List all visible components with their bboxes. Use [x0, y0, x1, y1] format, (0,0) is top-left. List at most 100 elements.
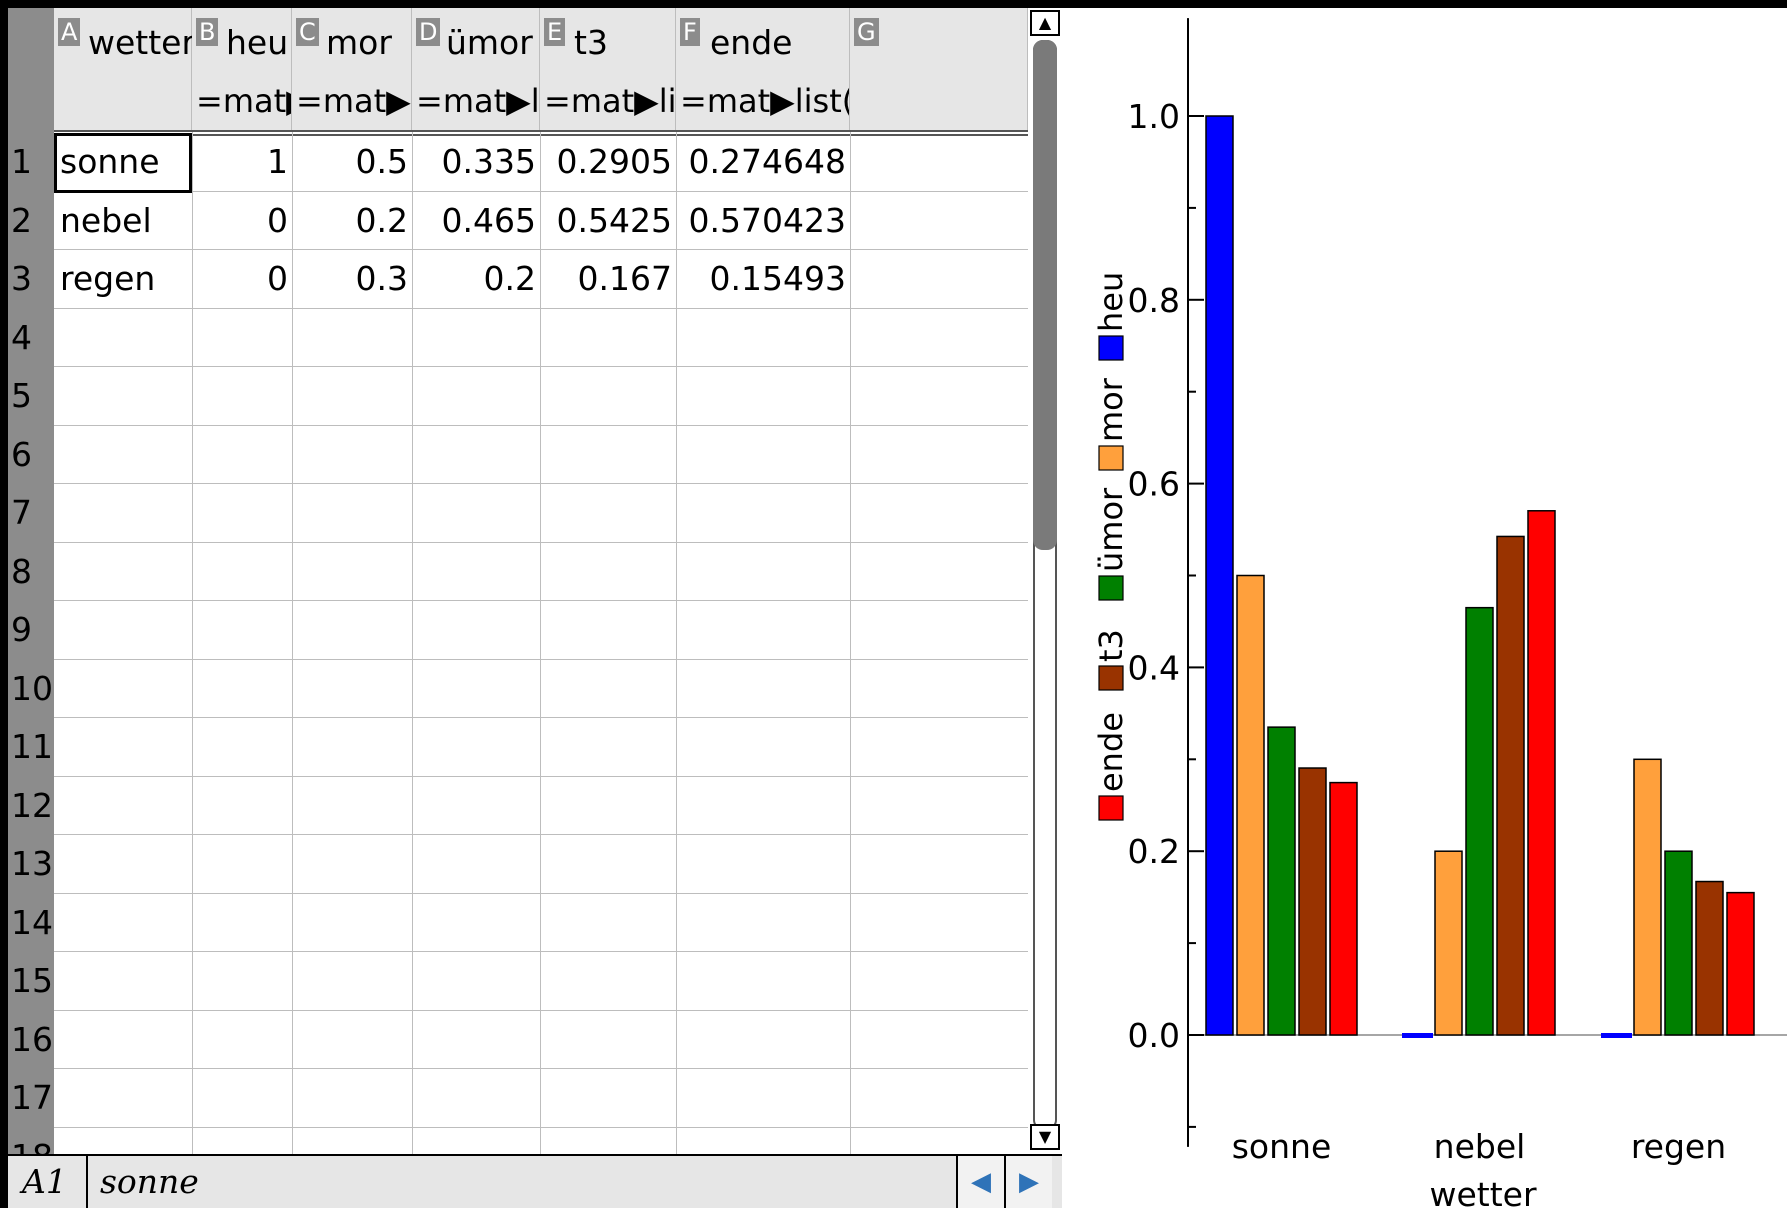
legend-swatch-mor	[1098, 445, 1124, 471]
vertical-scrollbar[interactable]: ▲ ▼	[1028, 8, 1062, 1154]
formula-cell-f[interactable]: =mat▶list(	[676, 70, 850, 132]
chart-pane: 0.0 0.2 0.4 0.6 0.8 1.0 sonne nebel regen wetter e…	[1062, 0, 1787, 1208]
row-number[interactable]: 6	[11, 434, 32, 474]
cell-c2[interactable]: 0.2	[355, 200, 408, 240]
formula-cell-b[interactable]: =mat▶	[192, 70, 292, 132]
row-number[interactable]: 18	[8, 1129, 54, 1155]
cell-c3[interactable]: 0.3	[355, 259, 408, 298]
cell-c1[interactable]: 0.5	[355, 142, 408, 181]
bar-mor-regen[interactable]	[1633, 758, 1662, 1036]
bar-ende-regen[interactable]	[1726, 891, 1755, 1036]
cell-d2[interactable]: 0.465	[441, 200, 536, 240]
formula-cell-g[interactable]	[850, 70, 1028, 132]
row-number[interactable]: 15	[11, 961, 53, 1000]
bar-ende-sonne[interactable]	[1329, 781, 1358, 1036]
column-letter: B	[196, 18, 219, 46]
bar-mor-sonne[interactable]	[1236, 574, 1265, 1036]
bar-ümor-nebel[interactable]	[1465, 606, 1494, 1036]
row-number[interactable]: 8	[11, 551, 32, 591]
bar-heu-sonne[interactable]	[1205, 115, 1234, 1036]
scroll-thumb[interactable]	[1033, 40, 1057, 550]
formula-cell-c[interactable]: =mat▶l	[292, 70, 412, 132]
spreadsheet-grid[interactable]: ◆AwetterBheu=mat▶Cmor=mat▶lDümor=mat▶liE…	[8, 8, 1028, 1154]
bar-heu-nebel[interactable]	[1402, 1033, 1433, 1038]
row-number[interactable]: 9	[11, 610, 32, 649]
bar-ümor-regen[interactable]	[1664, 850, 1693, 1036]
x-tick-label: regen	[1631, 1127, 1726, 1166]
y-tick-label: 0.6	[1128, 465, 1180, 504]
bar-chart[interactable]: 0.0 0.2 0.4 0.6 0.8 1.0 sonne nebel regen wetter e…	[1062, 8, 1787, 1208]
cell-a2[interactable]: nebel	[60, 200, 152, 240]
cell-d3[interactable]: 0.2	[483, 259, 536, 298]
bar-ümor-sonne[interactable]	[1267, 726, 1296, 1036]
column-name: wetter	[88, 23, 196, 62]
chart-legend: ende t3 ümor mor heu	[1092, 272, 1130, 821]
row-number[interactable]: 11	[11, 727, 53, 766]
column-letter: G	[854, 18, 879, 46]
row-number[interactable]: 4	[11, 317, 32, 357]
cell-a1[interactable]: sonne	[60, 142, 160, 181]
cell-e2[interactable]: 0.5425	[556, 200, 672, 240]
row-number[interactable]: 16	[11, 1019, 53, 1059]
column-letter: C	[296, 18, 319, 46]
cell-e3[interactable]: 0.167	[577, 259, 672, 298]
cell-a3[interactable]: regen	[60, 259, 156, 298]
row-number[interactable]: 13	[11, 844, 53, 883]
cell-f2[interactable]: 0.570423	[688, 200, 846, 240]
cell-e1[interactable]: 0.2905	[556, 142, 672, 181]
bar-t3-sonne[interactable]	[1298, 767, 1327, 1036]
cell-f1[interactable]: 0.274648	[688, 142, 846, 181]
y-tick-label: 0.0	[1128, 1016, 1180, 1055]
cell-content-display: sonne	[100, 1162, 199, 1201]
cell-f3[interactable]: 0.15493	[709, 259, 846, 298]
triangle-right-icon[interactable]: ▶	[1004, 1156, 1052, 1208]
row-number[interactable]: 5	[11, 376, 32, 415]
cell-d1[interactable]: 0.335	[441, 142, 536, 181]
row-number[interactable]: 17	[11, 1078, 53, 1117]
bar-ende-nebel[interactable]	[1527, 510, 1556, 1036]
column-name: heu	[226, 23, 289, 62]
status-bar: A1 sonne ◀ ▶	[8, 1154, 1062, 1208]
column-letter: D	[416, 18, 441, 46]
bar-t3-nebel[interactable]	[1496, 535, 1525, 1036]
bar-mor-nebel[interactable]	[1434, 850, 1463, 1036]
chevron-up-icon[interactable]: ▲	[1030, 10, 1060, 36]
column-letter: E	[544, 18, 566, 46]
cell-b2[interactable]: 0	[267, 200, 288, 240]
column-header-g[interactable]: G	[850, 8, 1028, 70]
spreadsheet-pane: ◆AwetterBheu=mat▶Cmor=mat▶lDümor=mat▶liE…	[0, 0, 1062, 1208]
row-number[interactable]: 14	[11, 902, 53, 942]
cell-b1[interactable]: 1	[267, 142, 288, 181]
bar-heu-regen[interactable]	[1601, 1033, 1632, 1038]
cell-b3[interactable]: 0	[267, 259, 288, 298]
formula-cell-e[interactable]: =mat▶lis	[540, 70, 676, 132]
legend-swatch-heu	[1098, 335, 1124, 361]
legend-label-t3: t3	[1092, 629, 1130, 662]
chevron-down-icon[interactable]: ▼	[1030, 1124, 1060, 1150]
legend-label-ümor: ümor	[1092, 487, 1130, 572]
triangle-left-icon[interactable]: ◀	[956, 1156, 1004, 1208]
formula-cell-a[interactable]	[54, 70, 192, 132]
legend-label-heu: heu	[1092, 272, 1130, 332]
column-name: t3	[574, 23, 608, 62]
y-tick-label: 1.0	[1128, 97, 1180, 136]
row-number[interactable]: 2	[11, 200, 32, 240]
bar-t3-regen[interactable]	[1695, 880, 1724, 1036]
column-name: ümor	[446, 23, 533, 62]
row-number[interactable]: 12	[11, 785, 53, 825]
row-number[interactable]: 10	[11, 668, 53, 708]
row-number[interactable]: 7	[11, 493, 32, 532]
legend-swatch-t3	[1098, 665, 1124, 691]
column-name: mor	[326, 23, 392, 62]
x-tick-label: nebel	[1434, 1127, 1526, 1166]
formula-cell-d[interactable]: =mat▶li	[412, 70, 540, 132]
row-number[interactable]: 3	[11, 259, 32, 298]
legend-swatch-ende	[1098, 795, 1124, 821]
row-number[interactable]: 1	[11, 142, 32, 181]
